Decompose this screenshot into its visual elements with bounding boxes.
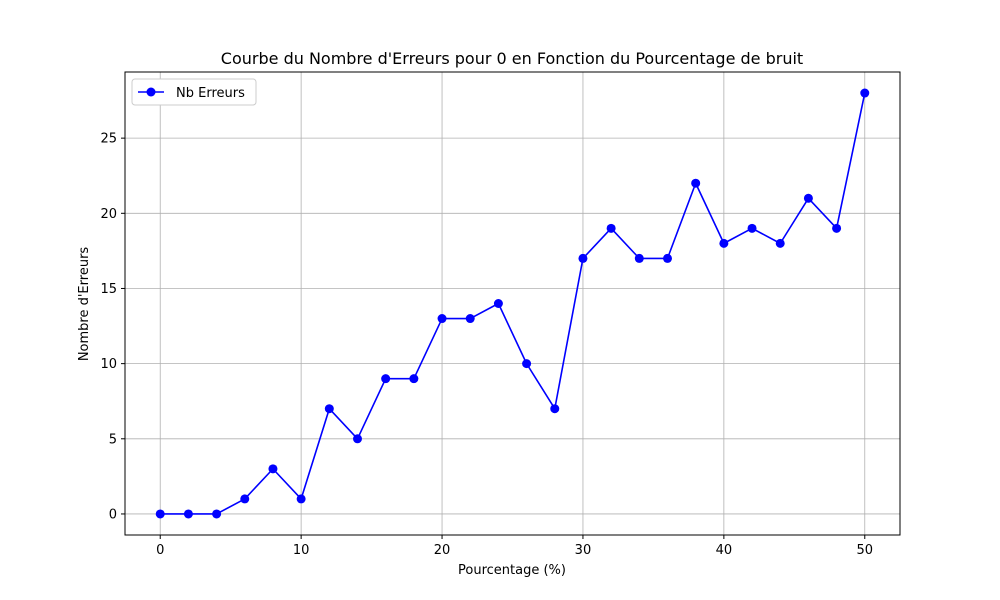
y-tick-label: 25 — [100, 132, 117, 147]
data-point — [268, 464, 278, 474]
data-point — [606, 223, 616, 233]
y-tick-label: 15 — [100, 282, 117, 297]
data-point — [381, 374, 391, 384]
data-point — [437, 314, 447, 324]
data-point — [578, 253, 588, 263]
y-axis-label: Nombre d'Erreurs — [77, 247, 92, 362]
x-tick-label: 50 — [856, 543, 873, 558]
plot-area-frame — [124, 71, 901, 536]
x-tick-label: 30 — [575, 543, 592, 558]
y-tick-label: 10 — [100, 357, 117, 372]
axis-ticks: 0 10 20 30 40 50 0 5 10 15 20 25 — [100, 132, 873, 558]
data-point — [634, 253, 644, 263]
legend-box — [131, 78, 257, 106]
data-point — [803, 193, 813, 203]
data-point — [183, 509, 193, 519]
data-point — [296, 494, 306, 504]
data-point — [465, 314, 475, 324]
data-point — [550, 404, 560, 414]
data-point — [409, 374, 419, 384]
data-point — [719, 238, 729, 248]
y-tick-label: 0 — [109, 507, 117, 522]
x-tick-label: 20 — [434, 543, 451, 558]
data-point — [155, 509, 165, 519]
data-point — [747, 223, 757, 233]
data-point — [860, 88, 870, 98]
data-point — [832, 223, 842, 233]
legend-label: Nb Erreurs — [176, 86, 245, 101]
x-tick-label: 0 — [156, 543, 164, 558]
data-point — [240, 494, 250, 504]
series-layer — [155, 88, 870, 519]
data-point — [775, 238, 785, 248]
data-point — [691, 178, 701, 188]
data-point — [663, 253, 672, 263]
legend: Nb Erreurs — [131, 78, 257, 106]
x-axis-label: Pourcentage (%) — [458, 563, 566, 578]
y-tick-label: 20 — [100, 207, 117, 222]
data-point — [493, 299, 503, 308]
series-line — [160, 92, 866, 515]
x-tick-label: 40 — [716, 543, 733, 558]
data-point — [522, 359, 532, 369]
chart-title: Courbe du Nombre d'Erreurs pour 0 en Fon… — [221, 49, 803, 68]
data-point — [212, 509, 222, 519]
data-point — [353, 434, 362, 444]
grid-lines — [125, 72, 900, 535]
data-point — [324, 404, 334, 414]
y-tick-label: 5 — [109, 432, 117, 447]
legend-marker — [146, 87, 156, 97]
x-tick-label: 10 — [293, 543, 310, 558]
